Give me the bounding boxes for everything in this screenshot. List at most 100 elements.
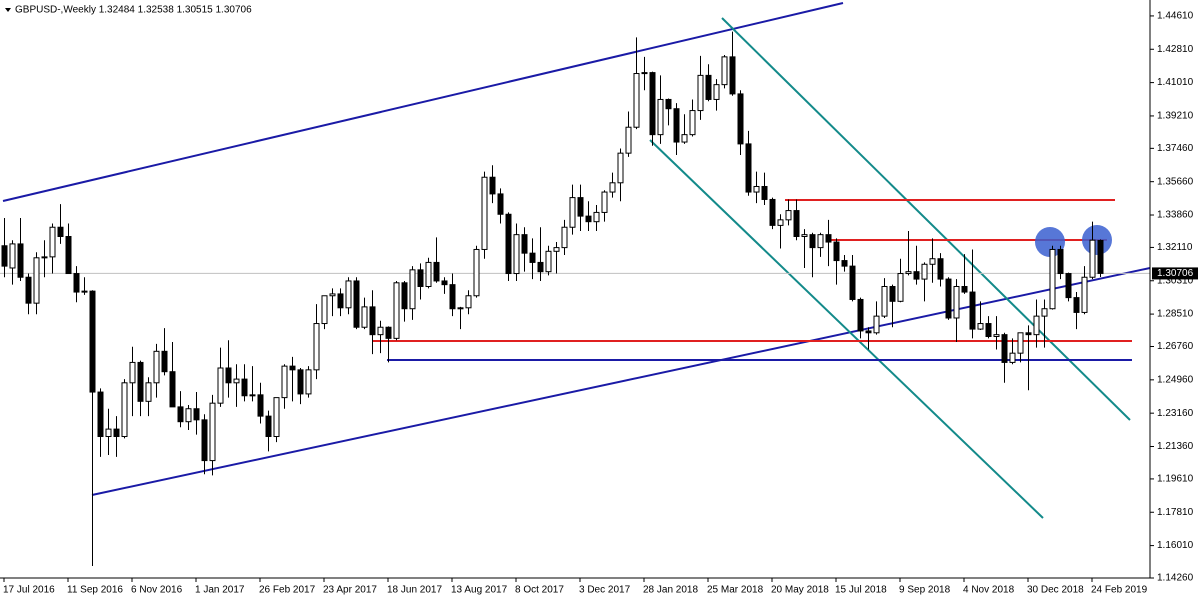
candle-body xyxy=(465,295,472,309)
candle-body xyxy=(137,361,144,402)
candle-body xyxy=(545,250,552,273)
candle-body xyxy=(409,269,416,310)
candle-body xyxy=(865,330,872,334)
highlight-circle xyxy=(1082,225,1112,255)
candle-body xyxy=(977,323,984,330)
candle-body xyxy=(265,415,272,438)
candle-body xyxy=(393,282,400,339)
candle-body xyxy=(1081,276,1088,313)
current-price-label: 1.30706 xyxy=(1157,268,1194,279)
x-tick-label: 18 Jun 2017 xyxy=(387,585,442,596)
candle-body xyxy=(185,408,192,423)
candle-body xyxy=(193,408,200,421)
x-tick-label: 24 Feb 2019 xyxy=(1091,585,1148,596)
candle-body xyxy=(929,258,936,265)
candle-body xyxy=(497,193,504,215)
candle-body xyxy=(425,261,432,287)
candle-body xyxy=(721,56,728,86)
candle-body xyxy=(921,263,928,280)
candle-body xyxy=(777,219,784,226)
x-tick-label: 30 Dec 2018 xyxy=(1027,585,1084,596)
candle-body xyxy=(169,371,176,408)
candle-body xyxy=(417,269,424,287)
candle-body xyxy=(537,261,544,273)
chart-title: GBPUSD-,Weekly 1.32484 1.32538 1.30515 1… xyxy=(15,5,252,16)
candle-body xyxy=(1009,352,1016,363)
x-tick-label: 17 Jul 2016 xyxy=(3,585,55,596)
candle-body xyxy=(569,197,576,228)
candle-body xyxy=(553,247,560,252)
candle-body xyxy=(761,185,768,200)
candle-body xyxy=(593,211,600,223)
candle-body xyxy=(441,280,448,286)
candle-body xyxy=(745,143,752,193)
candle-body xyxy=(817,234,824,249)
candle-body xyxy=(769,198,776,226)
candle-body xyxy=(713,84,720,100)
x-tick-label: 9 Sep 2018 xyxy=(899,585,951,596)
candle-body xyxy=(1073,297,1080,313)
candle-body xyxy=(681,134,688,143)
candle-body xyxy=(937,258,944,280)
x-tick-label: 3 Dec 2017 xyxy=(579,585,631,596)
candle-body xyxy=(81,290,88,293)
candle-body xyxy=(345,280,352,309)
current-price-tag xyxy=(1152,267,1198,280)
candle-body xyxy=(57,226,64,237)
candle-body xyxy=(689,110,696,136)
candle-body xyxy=(889,285,896,302)
candle-body xyxy=(273,397,280,438)
candle-body xyxy=(625,126,632,154)
candle-body xyxy=(25,276,32,304)
candle-body xyxy=(449,284,456,310)
y-tick-label: 1.35660 xyxy=(1157,176,1194,187)
candle-body xyxy=(225,367,232,384)
candle-body xyxy=(841,260,848,267)
candle-body xyxy=(1,245,8,267)
x-tick-label: 26 Feb 2017 xyxy=(259,585,316,596)
candle-body xyxy=(201,419,208,462)
candle-body xyxy=(97,391,104,438)
candle-body xyxy=(233,378,240,384)
candle-body xyxy=(297,369,304,395)
y-tick-label: 1.16010 xyxy=(1157,540,1194,551)
candle-body xyxy=(753,185,760,193)
candle-body xyxy=(793,210,800,237)
x-tick-label: 11 Sep 2016 xyxy=(67,585,123,596)
candle-body xyxy=(697,74,704,112)
y-tick-label: 1.42810 xyxy=(1157,44,1194,55)
candle-body xyxy=(705,74,712,100)
candle-body xyxy=(521,234,528,254)
x-tick-label: 1 Jan 2017 xyxy=(195,585,245,596)
candle-body xyxy=(313,323,320,371)
candle-body xyxy=(617,152,624,184)
y-tick-label: 1.24960 xyxy=(1157,374,1194,385)
candle-body xyxy=(641,72,648,75)
candle-body xyxy=(1089,239,1096,278)
candles xyxy=(0,31,1150,566)
y-tick-label: 1.32110 xyxy=(1157,242,1193,253)
candle-body xyxy=(881,285,888,317)
candle-body xyxy=(961,285,968,293)
candle-body xyxy=(89,290,96,393)
x-tick-label: 23 Apr 2017 xyxy=(323,585,377,596)
candle-body xyxy=(801,234,808,237)
candle-body xyxy=(1001,334,1008,363)
candle-body xyxy=(217,367,224,404)
candle-body xyxy=(377,326,384,336)
candle-body xyxy=(321,295,328,325)
y-tick-label: 1.26760 xyxy=(1157,341,1194,352)
candle-body xyxy=(241,378,248,397)
y-tick-label: 1.41010 xyxy=(1157,77,1194,88)
candle-body xyxy=(457,307,464,310)
candle-body xyxy=(577,197,584,217)
candle-body xyxy=(913,271,920,280)
candle-body xyxy=(905,271,912,275)
candle-body xyxy=(833,241,840,262)
candle-body xyxy=(41,256,48,259)
candle-body xyxy=(105,428,112,438)
y-tick-label: 1.44610 xyxy=(1157,11,1194,22)
menu-icon xyxy=(5,8,11,12)
candle-body xyxy=(857,298,864,332)
